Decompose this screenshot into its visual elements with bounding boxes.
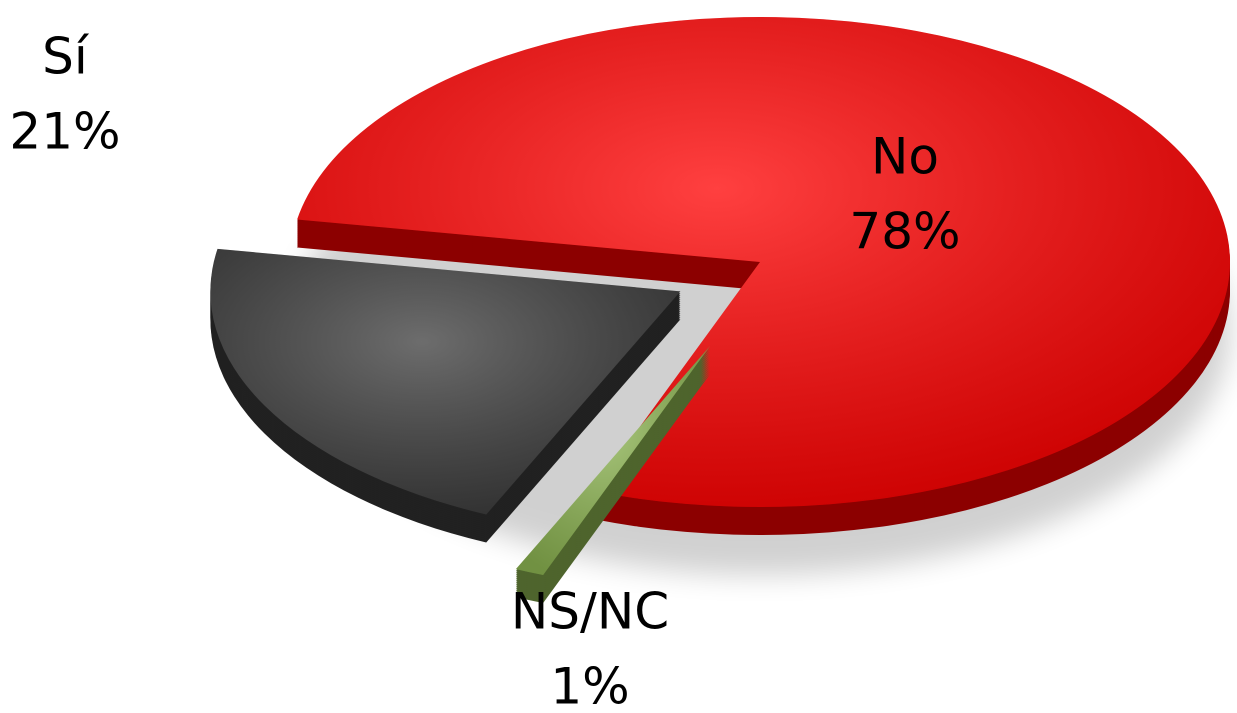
slices [210,16,1230,604]
value-label: 21% [9,103,120,161]
category-label: No [871,128,939,186]
slice-shade [210,248,681,515]
value-label: 78% [849,203,960,261]
labels: Sí 21% No 78% NS/NC 1% [9,28,960,713]
value-label: 1% [550,658,629,713]
category-label: Sí [42,28,90,86]
slice-shade [515,346,711,576]
category-label: NS/NC [511,583,669,641]
slice-shade [297,16,1230,508]
